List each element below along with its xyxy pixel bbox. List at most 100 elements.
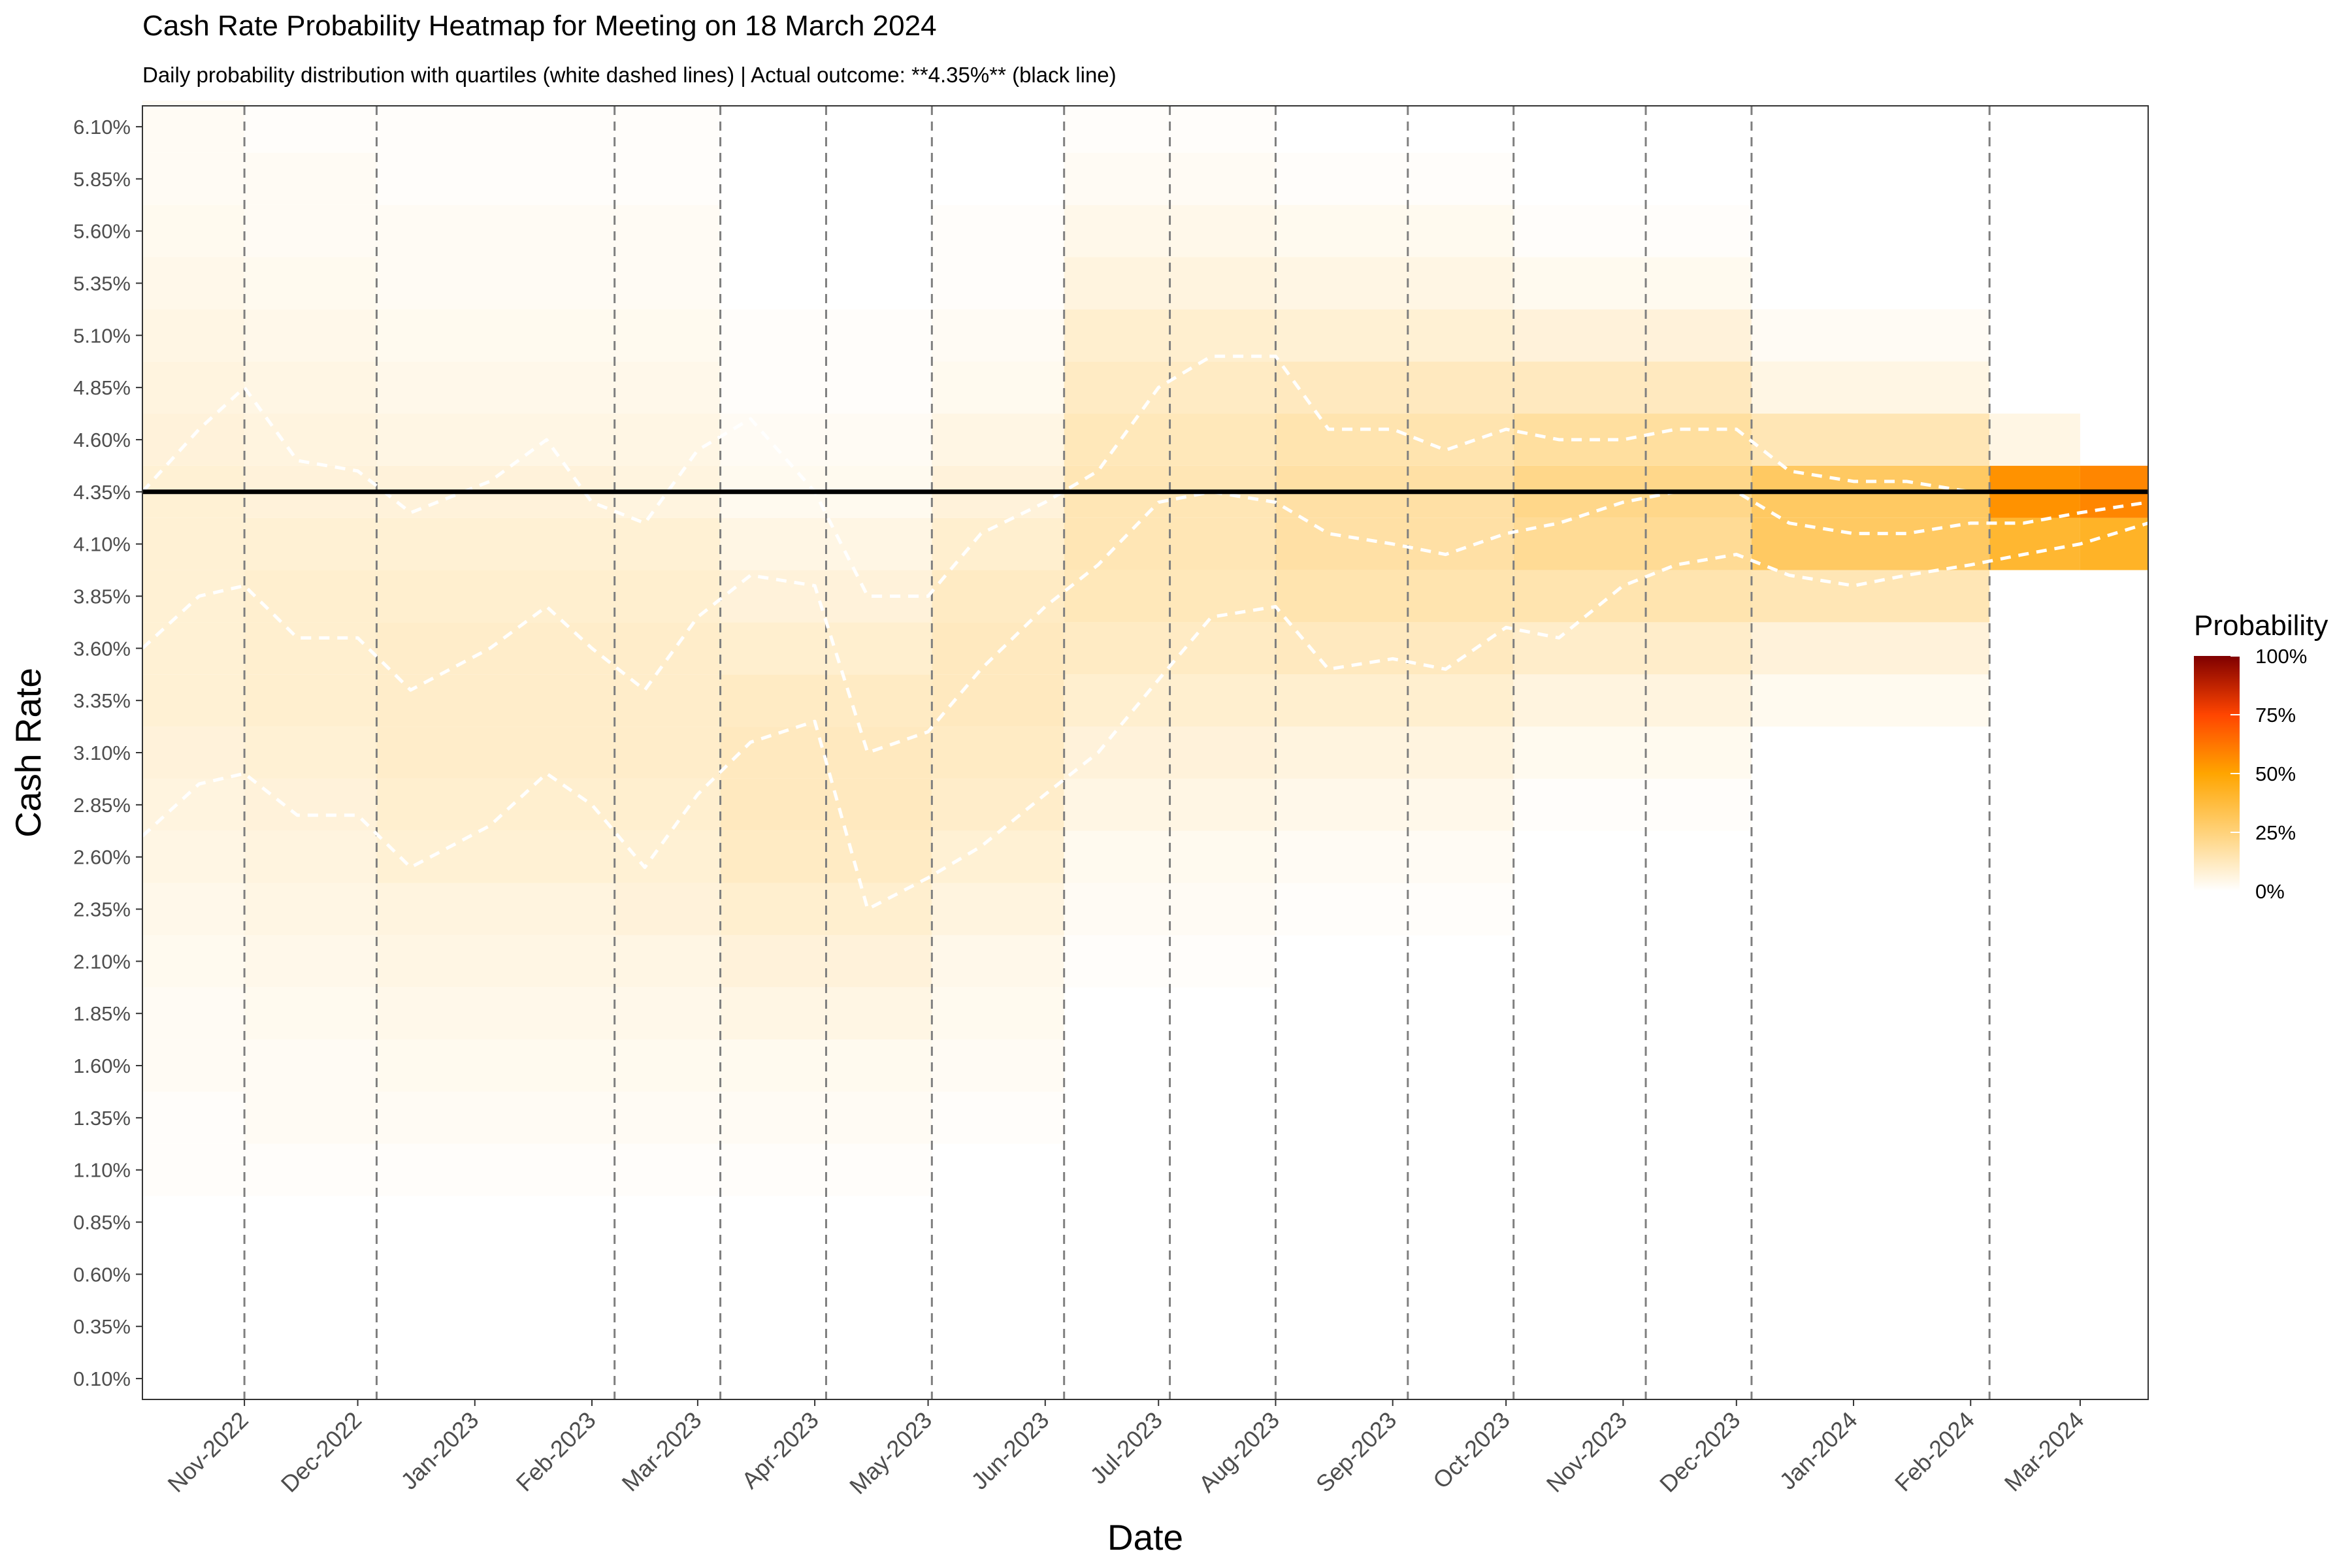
heatmap-cell (932, 570, 1064, 623)
heatmap-cell (1275, 361, 1514, 414)
heatmap-cell (614, 1091, 721, 1144)
y-tick-label: 0.85% (73, 1211, 131, 1234)
heatmap-cell (142, 830, 245, 883)
chart-subtitle: Daily probability distribution with quar… (142, 63, 1117, 87)
heatmap-cell (1275, 778, 1514, 831)
heatmap-cell (1275, 152, 1514, 205)
heatmap-cell (1275, 257, 1514, 310)
heatmap-cell (1751, 309, 1990, 362)
heatmap-cell (826, 622, 932, 675)
heatmap-cell (376, 152, 615, 205)
y-tick-label: 3.35% (73, 689, 131, 712)
heatmap-cell (1513, 622, 1752, 675)
heatmap-cell (826, 361, 932, 414)
x-tick-label: Mar-2023 (617, 1407, 707, 1497)
heatmap-cell (376, 987, 615, 1040)
heatmap-cell (1751, 570, 1990, 623)
heatmap-cell (826, 674, 932, 727)
y-tick-label: 1.10% (73, 1159, 131, 1182)
heatmap-cell (826, 414, 932, 466)
y-tick-label: 2.60% (73, 846, 131, 869)
y-tick-label: 0.10% (73, 1367, 131, 1390)
heatmap-cell (720, 1039, 826, 1092)
heatmap-cell (1751, 361, 1990, 414)
heatmap-cell (614, 1039, 721, 1092)
heatmap-cell (376, 883, 615, 936)
heatmap-cell (244, 987, 377, 1040)
heatmap-cell (614, 674, 721, 727)
heatmap-cell (826, 1039, 932, 1092)
heatmap-cell (1275, 570, 1514, 623)
heatmap-cell (720, 517, 826, 570)
heatmap-cell (244, 622, 377, 675)
heatmap-cell (376, 1091, 615, 1144)
heatmap-cell (1275, 883, 1514, 936)
heatmap-cell (1513, 414, 1752, 466)
heatmap-cell (932, 830, 1064, 883)
heatmap-cell (614, 204, 721, 257)
y-tick-label: 4.60% (73, 429, 131, 451)
heatmap-cell (1513, 517, 1752, 570)
legend-title: Probability (2194, 610, 2328, 642)
heatmap-cell (1513, 727, 1752, 779)
heatmap-cell (244, 883, 377, 936)
heatmap-cell (142, 935, 245, 988)
y-tick-label: 2.35% (73, 898, 131, 921)
y-tick-label: 2.10% (73, 950, 131, 973)
heatmap-cell (376, 570, 615, 623)
x-tick-label: Jul-2023 (1085, 1407, 1168, 1490)
x-tick-label: Apr-2023 (736, 1407, 824, 1494)
heatmap-cell (244, 101, 377, 153)
heatmap-cell (826, 830, 932, 883)
heatmap-cell (1275, 674, 1514, 727)
heatmap-cell (932, 987, 1064, 1040)
x-tick-label: Jun-2023 (966, 1407, 1054, 1495)
x-axis: Nov-2022 Dec-2022 Jan-2023 Feb-2023 Mar-2023… (162, 1399, 2089, 1499)
heatmap-cell (932, 727, 1064, 779)
heatmap-cell (142, 361, 245, 414)
y-axis: 0.10% 0.35% 0.60% 0.85% 1.10% 1.35% 1.60% 1.85%… (73, 116, 142, 1390)
y-tick-label: 0.35% (73, 1315, 131, 1338)
heatmap-cell (142, 309, 245, 362)
heatmap-cell (244, 727, 377, 779)
heatmap-cell (720, 414, 826, 466)
heatmap-cell (932, 517, 1064, 570)
legend-tick-label: 75% (2255, 704, 2296, 727)
heatmap-cell (1275, 414, 1514, 466)
heatmap-cell (376, 101, 615, 153)
plot-area (141, 101, 2149, 1400)
heatmap-cell (1751, 517, 1990, 570)
heatmap-cell (720, 987, 826, 1040)
heatmap-cell (720, 674, 826, 727)
x-tick-label: Sep-2023 (1311, 1407, 1401, 1497)
heatmap-cell (614, 935, 721, 988)
heatmap-cell (614, 778, 721, 831)
heatmap-cell (142, 257, 245, 310)
heatmap-cell (376, 361, 615, 414)
y-tick-label: 4.35% (73, 481, 131, 504)
heatmap-cell (932, 257, 1064, 310)
x-tick-label: Jan-2024 (1774, 1407, 1863, 1495)
heatmap-cell (614, 570, 721, 623)
heatmap-cell (376, 204, 615, 257)
y-tick-label: 1.35% (73, 1107, 131, 1130)
y-tick-label: 5.35% (73, 272, 131, 295)
heatmap-cell (244, 257, 377, 310)
heatmap-cell (1513, 257, 1752, 310)
heatmap-cell (932, 883, 1064, 936)
legend: Probability 100% 75% 50% 25% 0% (2194, 610, 2328, 903)
heatmap-cell (826, 517, 932, 570)
heatmap-cell (932, 361, 1064, 414)
heatmap-cell (142, 152, 245, 205)
meeting-lines (243, 106, 1991, 1399)
x-axis-title: Date (1107, 1517, 1183, 1558)
legend-tick-label: 50% (2255, 762, 2296, 785)
legend-tick-label: 25% (2255, 821, 2296, 844)
heatmap-cell (1751, 622, 1990, 675)
heatmap-cell (826, 1091, 932, 1144)
x-tick-label: Oct-2023 (1428, 1407, 1515, 1494)
heatmap-cell (244, 1143, 377, 1196)
heatmap-cell (614, 1143, 721, 1196)
heatmap-cell (932, 935, 1064, 988)
y-tick-label: 2.85% (73, 794, 131, 817)
